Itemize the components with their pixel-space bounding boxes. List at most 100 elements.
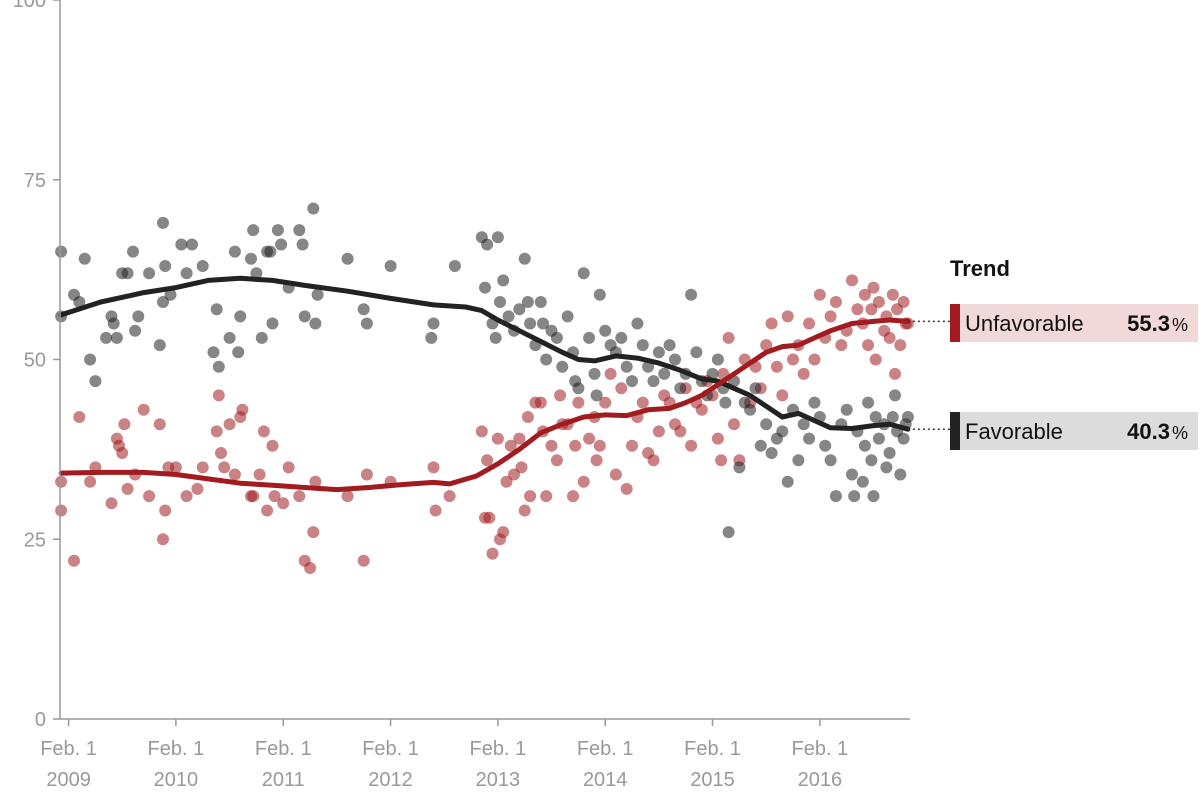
favorable-point <box>494 296 506 308</box>
favorable-point <box>652 346 665 359</box>
favorable-point <box>110 331 123 344</box>
unfavorable-point <box>218 461 231 474</box>
unfavorable-point <box>722 331 735 344</box>
favorable-point <box>797 418 810 431</box>
favorable-point <box>829 490 842 503</box>
unfavorable-point <box>824 310 837 323</box>
unfavorable-point <box>261 504 274 517</box>
favorable-point <box>781 475 794 488</box>
favorable-point <box>212 360 225 373</box>
unfavorable-point <box>247 490 260 503</box>
unfavorable-point <box>427 461 440 474</box>
favorable-point <box>556 360 569 373</box>
favorable-point <box>862 396 875 409</box>
unfavorable-point <box>851 303 864 316</box>
favorable-point <box>561 310 574 323</box>
unfavorable-point <box>858 288 871 301</box>
unfavorable-point <box>593 439 606 452</box>
x-tick-label-year: 2013 <box>476 769 521 791</box>
y-tick-label: 25 <box>24 529 46 551</box>
unfavorable-point <box>534 396 547 409</box>
unfavorable-point <box>583 432 596 445</box>
unfavorable-point <box>55 475 68 488</box>
unfavorable-point <box>770 360 783 373</box>
favorable-point <box>157 216 169 229</box>
favorable-point <box>872 432 885 445</box>
favorable-point <box>55 245 68 258</box>
x-tick-label: Feb. 1 <box>255 738 312 760</box>
unfavorable-point <box>180 490 193 503</box>
unfavorable-point <box>153 418 166 431</box>
favorable-point <box>599 324 612 337</box>
favorable-point <box>685 288 698 301</box>
favorable-point <box>856 475 869 488</box>
favorable-point <box>502 310 515 323</box>
unfavorable-point <box>572 396 585 409</box>
favorable-point <box>186 238 198 251</box>
unfavorable-point <box>808 353 821 366</box>
favorable-point <box>886 411 899 423</box>
unfavorable-legend-bg <box>950 304 1198 342</box>
unfavorable-point <box>73 411 86 423</box>
unfavorable-point <box>636 396 649 409</box>
favorable-point <box>497 274 510 287</box>
favorable-legend-value: 40.3 <box>1127 419 1170 444</box>
unfavorable-point <box>813 288 826 301</box>
favorable-point <box>89 375 102 388</box>
unfavorable-point <box>518 504 531 517</box>
unfavorable-point <box>567 490 579 503</box>
unfavorable-point <box>865 303 878 316</box>
unfavorable-legend-unit: % <box>1172 315 1188 335</box>
legend-title: Trend <box>950 256 1010 281</box>
unfavorable-point <box>652 425 665 438</box>
unfavorable-point <box>894 339 907 352</box>
unfavorable-point <box>481 454 494 467</box>
x-tick-label: Feb. 1 <box>577 738 634 760</box>
unfavorable-point <box>253 468 266 481</box>
unfavorable-point <box>268 490 281 503</box>
unfavorable-point <box>118 418 131 431</box>
favorable-point <box>776 425 789 438</box>
favorable-point <box>84 353 97 366</box>
x-tick-label: Feb. 1 <box>470 738 527 760</box>
favorable-point <box>143 267 156 280</box>
favorable-point <box>513 303 526 316</box>
favorable-point <box>293 224 306 237</box>
unfavorable-point <box>266 439 279 452</box>
unfavorable-point <box>829 296 842 308</box>
favorable-point <box>234 310 247 323</box>
unfavorable-point <box>521 411 534 423</box>
x-tick-label-year: 2015 <box>690 769 735 791</box>
favorable-point <box>309 317 322 330</box>
unfavorable-point <box>797 367 810 380</box>
unfavorable-trend-line <box>58 317 911 493</box>
favorable-legend-unit: % <box>1172 423 1188 443</box>
favorable-point <box>357 303 370 316</box>
unfavorable-point <box>787 353 799 366</box>
favorable-point <box>537 317 549 330</box>
unfavorable-point <box>116 447 129 459</box>
unfavorable-point <box>236 403 249 416</box>
favorable-point <box>196 260 209 272</box>
favorable-point <box>489 331 502 344</box>
unfavorable-point <box>121 482 134 495</box>
favorable-point <box>73 296 86 308</box>
favorable-point <box>534 296 547 308</box>
favorable-point <box>808 396 821 409</box>
unfavorable-point <box>223 418 236 431</box>
favorable-point <box>577 267 590 280</box>
unfavorable-point <box>357 554 370 567</box>
favorable-point <box>100 331 113 344</box>
favorable-point <box>245 252 257 265</box>
favorable-point <box>620 360 633 373</box>
unfavorable-point <box>883 331 896 344</box>
x-tick-label-year: 2009 <box>46 769 91 791</box>
favorable-point <box>744 403 757 416</box>
favorable-point <box>271 224 284 237</box>
favorable-point <box>754 439 767 452</box>
unfavorable-point <box>765 317 778 330</box>
favorable-point <box>869 411 882 423</box>
unfavorable-point <box>257 425 270 438</box>
unfavorable-point <box>776 389 789 402</box>
